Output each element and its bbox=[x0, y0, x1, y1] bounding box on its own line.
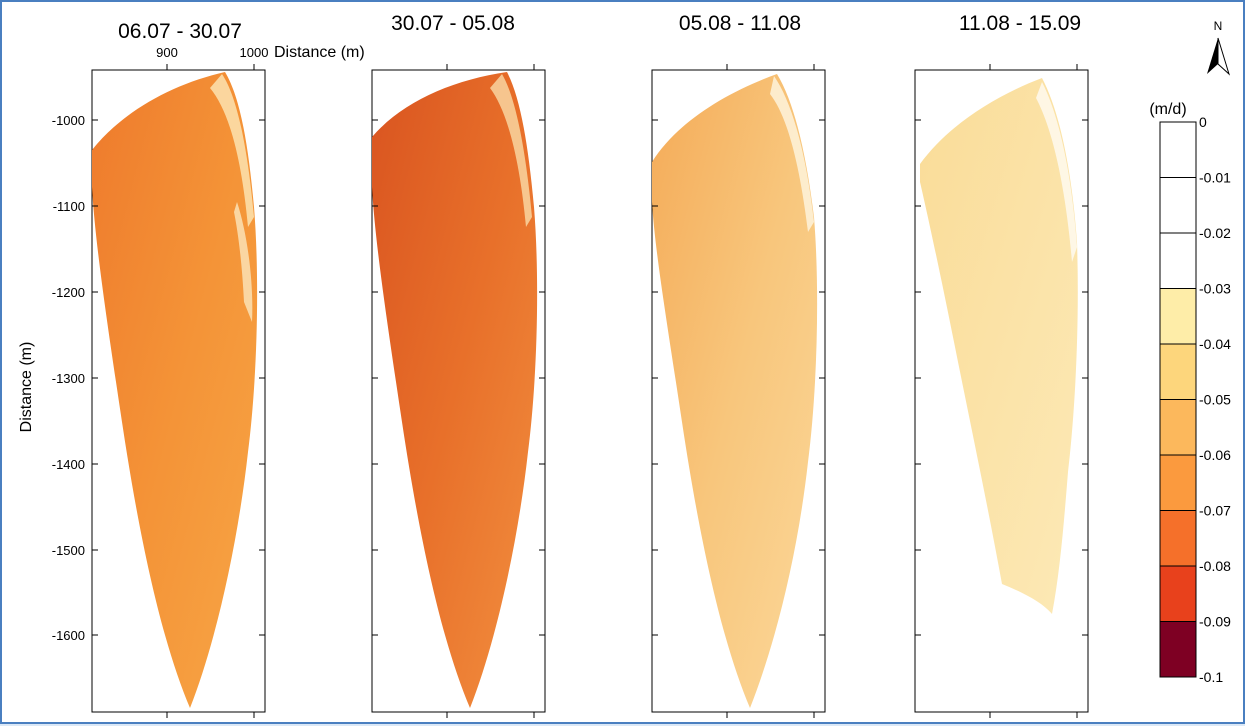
x-axis-label: Distance (m) bbox=[274, 44, 365, 61]
north-arrow: N bbox=[1207, 19, 1231, 76]
x-tick-label: 1000 bbox=[240, 45, 269, 60]
north-arrow-label: N bbox=[1214, 19, 1223, 33]
axes: Distance (m) Distance (m) 900 1000 -1000… bbox=[18, 44, 1088, 718]
panel-4-glacier-shape bbox=[920, 78, 1078, 614]
y-tick-label: -1000 bbox=[52, 113, 85, 128]
legend-swatch bbox=[1159, 343, 1197, 400]
panel-1: 06.07 - 30.07 bbox=[91, 20, 266, 713]
legend: (m/d) 0 -0.01 -0.02 -0.03 -0.04 -0.05 -0.06 -0.… bbox=[1149, 101, 1231, 685]
y-tick-label: -1400 bbox=[52, 457, 85, 472]
north-arrow-icon bbox=[1207, 38, 1218, 74]
y-tick-labels: -1000 -1100 -1200 -1300 -1400 -1500 -1600 bbox=[52, 113, 85, 643]
panel-3-glacier-shape bbox=[652, 74, 818, 708]
y-tick-label: -1300 bbox=[52, 371, 85, 386]
y-tick-label: -1100 bbox=[53, 199, 85, 214]
legend-swatch bbox=[1159, 288, 1197, 345]
legend-swatch bbox=[1159, 177, 1197, 234]
panel-4: 11.08 - 15.09 bbox=[914, 12, 1089, 713]
legend-label: -0.01 bbox=[1199, 170, 1231, 186]
panel-2: 30.07 - 05.08 bbox=[371, 12, 546, 713]
legend-label: 0 bbox=[1199, 114, 1207, 130]
panel-1-title: 06.07 - 30.07 bbox=[118, 20, 242, 43]
legend-label: -0.09 bbox=[1199, 614, 1231, 630]
legend-swatch bbox=[1159, 232, 1197, 289]
legend-label: -0.02 bbox=[1199, 225, 1231, 241]
legend-swatch bbox=[1159, 399, 1197, 456]
legend-label: -0.03 bbox=[1199, 281, 1231, 297]
panel-2-title: 30.07 - 05.08 bbox=[391, 12, 515, 35]
legend-swatch bbox=[1159, 565, 1197, 622]
legend-label: -0.08 bbox=[1199, 558, 1231, 574]
tick-marks bbox=[92, 64, 1088, 718]
legend-unit: (m/d) bbox=[1149, 101, 1186, 118]
legend-swatch bbox=[1159, 121, 1197, 178]
y-tick-label: -1500 bbox=[52, 543, 85, 558]
panel-4-title: 11.08 - 15.09 bbox=[959, 12, 1081, 35]
x-tick-label: 900 bbox=[156, 45, 178, 60]
y-axis-label: Distance (m) bbox=[18, 342, 35, 433]
legend-label: -0.07 bbox=[1199, 503, 1231, 519]
legend-swatch bbox=[1159, 510, 1197, 567]
y-tick-label: -1200 bbox=[52, 285, 85, 300]
legend-label: -0.06 bbox=[1199, 447, 1231, 463]
legend-label: -0.05 bbox=[1199, 392, 1231, 408]
legend-swatch bbox=[1159, 454, 1197, 511]
legend-label: -0.1 bbox=[1199, 669, 1223, 685]
panel-1-glacier-shape bbox=[92, 72, 258, 708]
y-tick-label: -1600 bbox=[52, 628, 85, 643]
legend-swatch bbox=[1159, 621, 1197, 678]
legend-swatches bbox=[1159, 121, 1197, 678]
panel-2-glacier-shape bbox=[372, 72, 538, 708]
panel-3-title: 05.08 - 11.08 bbox=[679, 12, 801, 35]
panel-3: 05.08 - 11.08 bbox=[651, 12, 826, 713]
legend-label: -0.04 bbox=[1199, 336, 1231, 352]
legend-labels: 0 -0.01 -0.02 -0.03 -0.04 -0.05 -0.06 -0.07 -0.0… bbox=[1186, 114, 1231, 685]
